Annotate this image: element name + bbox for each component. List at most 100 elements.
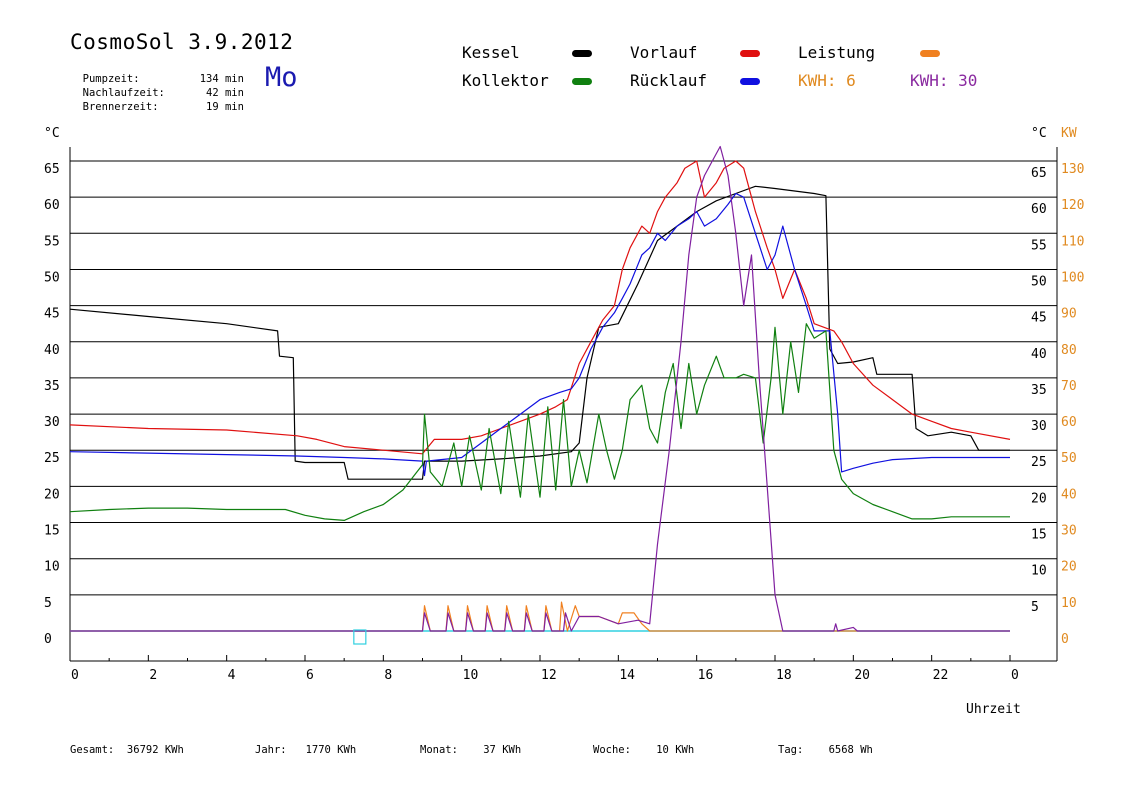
legend-ruecklauf-label: Rücklauf: [630, 71, 708, 90]
y-left-tick-label: 5: [44, 596, 52, 611]
y-kw-tick-label: 100: [1061, 270, 1084, 285]
y-left-tick-label: 0: [44, 632, 52, 647]
x-tick-label: 22: [933, 668, 949, 683]
series-line-vorlauf: [69, 160, 1011, 455]
x-tick-label: 0: [71, 668, 79, 683]
x-tick-label: 2: [149, 668, 157, 683]
y-kw-tick-label: 0: [1061, 632, 1069, 647]
y-kw-unit: KW: [1061, 126, 1077, 141]
y-right-tick-label: 10: [1031, 564, 1047, 579]
y-right-tick-label: 50: [1031, 274, 1047, 289]
x-tick-label: 18: [776, 668, 792, 683]
y-left-tick-label: 50: [44, 270, 60, 285]
y-kw-tick-label: 60: [1061, 415, 1077, 430]
y-kw-tick-label: 40: [1061, 487, 1077, 502]
stat-brennerzeit: Brennerzeit: 19 min: [70, 86, 244, 114]
x-tick-label: 0: [1011, 668, 1019, 683]
legend-kwh-daily: KWH: 6: [798, 71, 856, 90]
legend-leistung-label: Leistung: [798, 43, 876, 62]
y-kw-tick-label: 120: [1061, 198, 1084, 213]
y-left-tick-label: 35: [44, 379, 60, 394]
x-tick-label: 10: [463, 668, 479, 683]
footer-monat: Monat: 37 KWh: [420, 744, 521, 756]
footer-jahr: Jahr: 1770 KWh: [255, 744, 356, 756]
series-line-leistung: [70, 601, 1010, 632]
x-tick-label: 6: [306, 668, 314, 683]
series-line-kollektor: [69, 323, 1010, 521]
footer-value: 10 KWh: [656, 744, 695, 756]
y-left-tick-label: 40: [44, 343, 60, 358]
footer-label: Gesamt:: [70, 744, 115, 756]
y-left-tick-label: 45: [44, 307, 60, 322]
footer-label: Monat:: [420, 744, 458, 756]
legend-kollektor-label: Kollektor: [462, 71, 549, 90]
footer-tag: Tag: 6568 Wh: [778, 744, 873, 756]
stat-value: 134: [199, 73, 219, 85]
x-axis-label: Uhrzeit: [966, 702, 1021, 717]
y-right-tick-label: 15: [1031, 528, 1047, 543]
stat-unit: min: [224, 87, 244, 99]
y-right-tick-label: 65: [1031, 166, 1047, 181]
stat-pumpzeit: Pumpzeit: 134 min: [70, 58, 244, 86]
series-line-kessel: [69, 185, 1010, 480]
legend-leistung-swatch: [920, 50, 940, 57]
y-right-tick-label: 60: [1031, 202, 1047, 217]
y-left-tick-label: 30: [44, 415, 60, 430]
legend-kessel-swatch: [572, 50, 592, 57]
y-left-tick-label: 55: [44, 234, 60, 249]
series-line-leistung: [70, 145, 1010, 632]
series-line-rcklauf: [69, 192, 1010, 477]
stat-label: Nachlaufzeit:: [82, 87, 165, 99]
y-right-tick-label: 20: [1031, 491, 1047, 506]
legend-vorlauf-label: Vorlauf: [630, 43, 698, 62]
footer-label: Woche:: [593, 744, 631, 756]
footer-value: 1770 KWh: [305, 744, 357, 756]
stat-label: Brennerzeit:: [82, 101, 159, 113]
x-tick-label: 8: [384, 668, 392, 683]
y-kw-tick-label: 30: [1061, 524, 1077, 539]
legend-kessel-label: Kessel: [462, 43, 520, 62]
y-kw-tick-label: 70: [1061, 379, 1077, 394]
y-right-unit: °C: [1031, 126, 1047, 141]
y-kw-tick-label: 20: [1061, 560, 1077, 575]
footer-value: 37 KWh: [483, 744, 522, 756]
footer-gesamt: Gesamt: 36792 KWh: [70, 744, 184, 756]
x-tick-label: 4: [228, 668, 236, 683]
y-right-tick-label: 35: [1031, 383, 1047, 398]
legend-kwh-total: KWH: 30: [910, 71, 978, 90]
y-right-tick-label: 45: [1031, 311, 1047, 326]
stat-value: 42: [206, 87, 219, 99]
y-right-tick-label: 40: [1031, 347, 1047, 362]
x-tick-label: 14: [619, 668, 635, 683]
y-kw-tick-label: 130: [1061, 162, 1084, 177]
y-right-tick-label: 5: [1031, 600, 1039, 615]
weekday-label: Mo: [265, 62, 298, 93]
y-kw-tick-label: 90: [1061, 307, 1077, 322]
y-kw-tick-label: 110: [1061, 234, 1084, 249]
y-left-unit: °C: [44, 126, 60, 141]
footer-value: 6568 Wh: [828, 744, 873, 756]
y-left-tick-label: 65: [44, 162, 60, 177]
y-right-tick-label: 55: [1031, 238, 1047, 253]
stat-unit: min: [224, 101, 244, 113]
legend-vorlauf-swatch: [740, 50, 760, 57]
y-left-tick-label: 10: [44, 560, 60, 575]
y-kw-tick-label: 80: [1061, 343, 1077, 358]
footer-value: 36792 KWh: [126, 744, 184, 756]
legend-ruecklauf-swatch: [740, 78, 760, 85]
stat-label: Pumpzeit:: [82, 73, 140, 85]
stat-unit: min: [224, 73, 244, 85]
legend-kollektor-swatch: [572, 78, 592, 85]
footer-label: Tag:: [778, 744, 804, 756]
y-right-tick-label: 30: [1031, 419, 1047, 434]
chart-title: CosmoSol 3.9.2012: [70, 30, 294, 54]
y-left-tick-label: 15: [44, 524, 60, 539]
stat-value: 19: [206, 101, 219, 113]
footer-woche: Woche: 10 KWh: [593, 744, 694, 756]
x-tick-label: 12: [541, 668, 557, 683]
y-left-tick-label: 25: [44, 451, 60, 466]
y-kw-tick-label: 10: [1061, 596, 1077, 611]
time-marker: [353, 629, 367, 645]
stat-nachlaufzeit: Nachlaufzeit: 42 min: [70, 72, 244, 100]
